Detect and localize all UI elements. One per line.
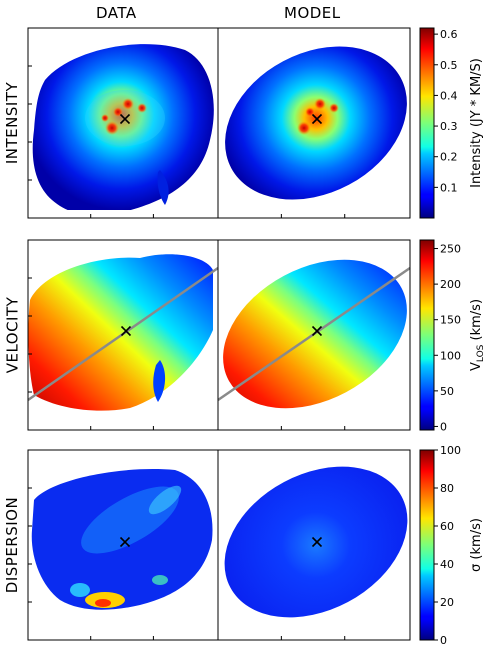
colorbar-gradient	[419, 239, 435, 431]
colorbar-tick-label: 50	[440, 385, 454, 398]
intensity-data-center-marker	[119, 113, 131, 125]
colorbar-tick-label: 200	[440, 278, 461, 291]
intensity-colorbar: 0.1 0.2 0.3 0.4 0.5 0.6 Intensity (JY * KM/S)	[419, 27, 484, 219]
velocity-model-panel-frame	[217, 239, 411, 431]
dispersion-model-panel-frame	[217, 449, 411, 641]
colorbar-tick-label: 100	[440, 444, 461, 457]
intensity-model-center-marker	[311, 113, 323, 125]
colorbar-label: σ (km/s)	[469, 518, 484, 572]
colorbar-tick-label: 0	[440, 634, 447, 647]
center-markers	[119, 113, 323, 548]
intensity-model-hotspots	[297, 98, 339, 135]
colorbar-tick-label: 0.5	[440, 59, 458, 72]
velocity-data-center-marker	[120, 325, 132, 337]
intensity-data-tail	[157, 170, 169, 205]
colorbar-label: VLOS (km/s)	[469, 299, 486, 371]
row-label-velocity: VELOCITY	[2, 296, 21, 374]
colorbar-tick-label: 100	[440, 349, 461, 362]
colorbar-tick-label: 0.1	[440, 181, 458, 194]
colorbar-tick-label: 60	[440, 520, 454, 533]
colorbar-tick-label: 150	[440, 314, 461, 327]
colorbar-tick-label: 0.3	[440, 120, 458, 133]
dispersion-model-center-marker	[311, 536, 323, 548]
velocity-model-center-marker	[311, 325, 323, 337]
column-header-data: DATA	[96, 4, 137, 22]
row-label-dispersion: DISPERSION	[3, 496, 22, 594]
colorbar-tick-label: 80	[440, 482, 454, 495]
dispersion-data-center-marker	[119, 536, 131, 548]
colorbar-gradient	[419, 449, 435, 641]
colorbar-label: Intensity (JY * KM/S)	[469, 58, 484, 188]
velocity-data-tail	[153, 360, 166, 402]
column-header-model: MODEL	[284, 4, 341, 22]
colorbar-gradient	[419, 27, 435, 219]
dispersion-model-map	[218, 450, 414, 640]
colorbar-tick-label: 250	[440, 243, 461, 256]
dispersion-colorbar: 0 20 40 60 80 100 σ (km/s)	[419, 444, 484, 647]
colorbar-tick-label: 0.2	[440, 151, 458, 164]
velocity-colorbar: 0 50 100 150 200 250 VLOS (km/s)	[419, 239, 486, 433]
row-label-intensity: INTENSITY	[3, 81, 22, 165]
colorbar-tick-label: 0	[440, 420, 447, 433]
velocity-data-map	[28, 254, 213, 411]
velocity-model-map	[218, 250, 414, 420]
intensity-model-panel-frame	[217, 27, 411, 219]
panel-frames	[27, 27, 411, 641]
colorbar-tick-label: 0.6	[440, 28, 458, 41]
colorbar-tick-label: 0.4	[440, 89, 458, 102]
colorbar-tick-label: 40	[440, 558, 454, 571]
colorbar-tick-label: 20	[440, 596, 454, 609]
